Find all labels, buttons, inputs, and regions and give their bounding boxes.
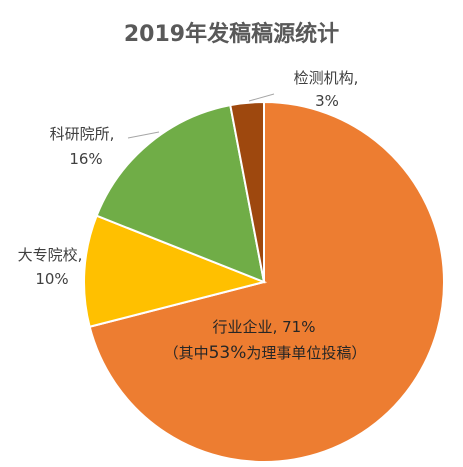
slice-label-dazhuan: 大专院校, [18, 246, 83, 264]
slice-value-hangye: 71% [282, 318, 315, 336]
leader-line-keyan [127, 131, 160, 139]
leader-line-jiance [248, 93, 275, 102]
slice-note-hangye: （其中53%为理事单位投稿） [164, 343, 367, 363]
pie-slices [83, 100, 445, 463]
slice-hangye [88, 100, 445, 463]
slice-value-dazhuan: 10% [35, 270, 68, 288]
slice-keyan [95, 104, 266, 284]
slice-label-keyan-name: 科研院所 [50, 125, 110, 143]
slice-dazhuan [83, 214, 268, 328]
slice-label-hangye-name: 行业企业 [213, 318, 273, 336]
leader-lines [127, 93, 275, 139]
slice-label-jiance: 检测机构, [294, 69, 359, 87]
slice-value-jiance: 3% [315, 92, 339, 110]
slice-label-dazhuan-name: 大专院校 [18, 246, 78, 264]
slice-jiance [229, 100, 265, 283]
slice-label-keyan: 科研院所, [50, 125, 115, 143]
slice-label-hangye: 行业企业, 71% [213, 318, 316, 336]
chart-title: 2019年发稿稿源统计 [123, 22, 340, 47]
slice-label-jiance-name: 检测机构 [294, 69, 354, 87]
slice-value-keyan: 16% [69, 150, 102, 168]
